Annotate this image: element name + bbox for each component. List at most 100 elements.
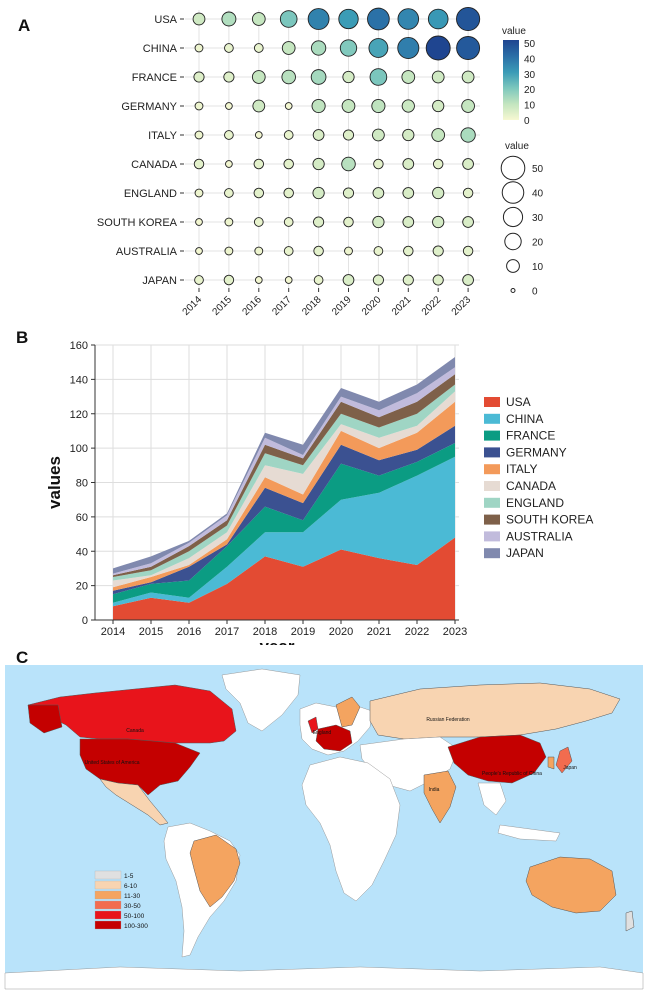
bubble [460, 127, 476, 143]
bubble [403, 245, 414, 257]
size-legend-circle [502, 206, 524, 228]
japan-shape [555, 746, 573, 774]
bubble [432, 99, 445, 113]
country-label: CHINA [143, 43, 178, 55]
australia-shape [525, 856, 617, 914]
colorbar [503, 40, 519, 120]
bubble [284, 276, 293, 284]
size-legend-circle [506, 259, 520, 273]
bubble [284, 102, 293, 110]
map-legend-label: 50-100 [124, 913, 145, 920]
map-legend-label: 6-10 [124, 883, 137, 890]
area-series-usa [113, 537, 455, 620]
bubble [253, 158, 265, 170]
legend-label: CANADA [506, 479, 556, 493]
map-legend-swatch [94, 870, 122, 880]
year-label: 2017 [270, 294, 294, 318]
southeast-asia-shape [477, 782, 507, 816]
bubble [223, 274, 235, 286]
bubble [456, 36, 481, 60]
legend-label: GERMANY [506, 445, 567, 459]
bubble [338, 8, 359, 30]
year-labels: 2014 2015 2016 2017 2018 2019 2020 2021 2022 2023 [181, 288, 474, 318]
bubble [342, 70, 355, 84]
brazil-shape [189, 834, 241, 908]
canada-shape [27, 684, 237, 744]
map-legend-swatch [94, 890, 122, 900]
mexico-shape [99, 778, 169, 826]
map-country-label: Japan [563, 765, 577, 771]
scandinavia-shape [335, 696, 361, 728]
legend-swatch [484, 397, 500, 407]
x-tick-label: 2019 [291, 626, 315, 638]
bubble [224, 246, 234, 256]
area-legend: USA CHINA FRANCE GERMANY ITALY CANADA ENGLAND S… [484, 395, 593, 560]
bubble [194, 275, 204, 285]
legend-swatch [484, 447, 500, 458]
map-country-label: England [313, 730, 332, 736]
bubble [462, 158, 474, 170]
africa-shape [301, 756, 401, 902]
country-labels: USA CHINA FRANCE GERMANY ITALY CANADA ENGLAND S… [97, 14, 184, 287]
y-tick-label: 0 [82, 615, 88, 627]
year-label: 2021 [390, 294, 414, 318]
colorbar-tick-label: 40 [524, 54, 536, 65]
bubble [254, 246, 264, 256]
area-series-germany [113, 425, 455, 595]
size-legend-label: 30 [532, 213, 544, 224]
map-legend: 1-5 6-10 11-30 30-50 50-100 100-300 [92, 867, 154, 933]
bubble [369, 68, 388, 86]
bubble-legends: value 50 40 30 20 10 0 value 50 40 30 20 10 0 [500, 26, 544, 298]
year-label: 2015 [211, 294, 235, 318]
bubble [402, 216, 415, 228]
bubble [402, 274, 414, 286]
bubble [341, 156, 356, 172]
colorbar-tick-label: 50 [524, 39, 536, 50]
bubble [341, 99, 356, 113]
x-tick-label: 2018 [253, 626, 277, 638]
greenland-shape [221, 668, 301, 732]
bubble [432, 186, 445, 200]
bubble [397, 37, 420, 60]
bubble [339, 39, 358, 57]
bubble [195, 247, 203, 255]
korea-shape [547, 756, 555, 770]
map-legend-label: 100-300 [124, 923, 148, 930]
x-tick-label: 2014 [101, 626, 125, 638]
map-legend-swatch [94, 910, 122, 920]
bubble [279, 10, 298, 28]
bubble [462, 274, 474, 286]
year-label: 2023 [450, 294, 474, 318]
bubble [461, 99, 475, 113]
map-country-label: Canada [126, 728, 144, 734]
bubble [193, 158, 205, 170]
bubble [456, 6, 481, 32]
bubble [193, 71, 205, 83]
size-legend-title: value [505, 141, 529, 152]
world-map: Canada United States of America England Rus… [4, 665, 644, 990]
colorbar-tick-label: 10 [524, 101, 536, 112]
legend-label: CHINA [506, 412, 543, 426]
bubble [313, 216, 325, 228]
legend-label: AUSTRALIA [506, 529, 573, 543]
country-label: JAPAN [142, 275, 177, 287]
bubble [461, 70, 475, 84]
panel-a-letter: A [18, 16, 31, 35]
bubble [342, 274, 355, 286]
bubble [343, 216, 354, 228]
bubble [224, 43, 234, 53]
bubble [402, 158, 415, 170]
size-legend-label: 20 [532, 238, 544, 249]
bubble [195, 218, 203, 226]
year-label: 2018 [300, 294, 324, 318]
bubble [432, 274, 444, 286]
country-label: CANADA [131, 159, 178, 171]
size-legend-label: 0 [532, 287, 538, 298]
year-label: 2014 [181, 294, 205, 318]
bubble [194, 101, 204, 111]
bubble [432, 158, 444, 170]
bubble [371, 98, 386, 114]
new-zealand-shape [625, 910, 635, 932]
x-tick-label: 2023 [443, 626, 467, 638]
bubble [432, 215, 445, 229]
